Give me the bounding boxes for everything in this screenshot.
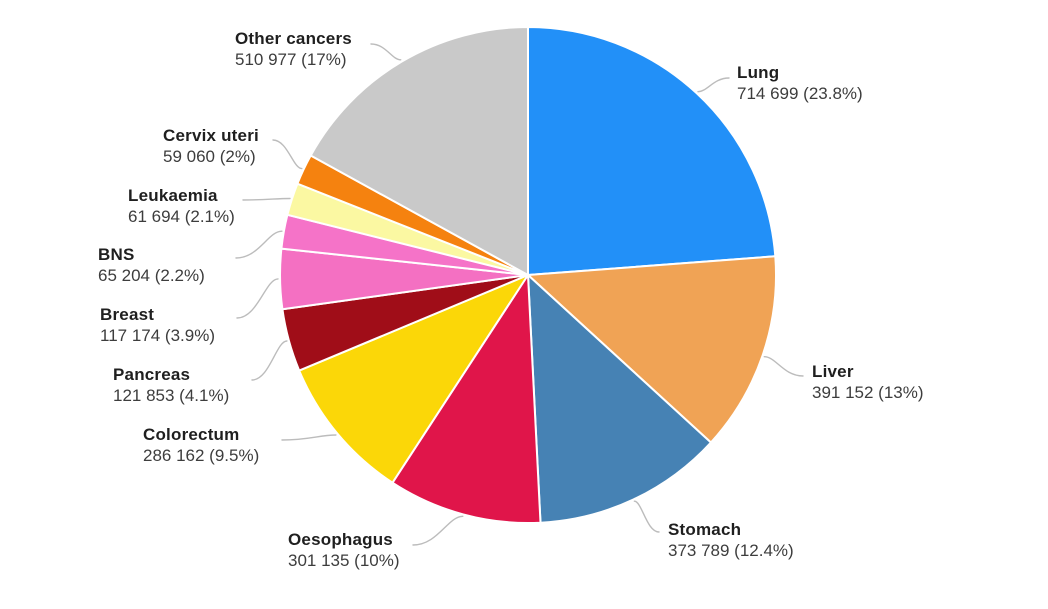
- leader-line-pancreas: [251, 340, 288, 381]
- slice-label-name: Oesophagus: [288, 530, 393, 549]
- slice-label-name: Breast: [100, 305, 155, 324]
- leader-line-oesophagus: [412, 515, 464, 546]
- slice-label-value: 117 174 (3.9%): [100, 326, 215, 345]
- slice-label-value: 59 060 (2%): [163, 147, 256, 166]
- slice-label-name: Cervix uteri: [163, 126, 259, 145]
- slice-label-name: Leukaemia: [128, 186, 218, 205]
- pie-slice-other-cancers: [309, 26, 529, 276]
- pie-slice-liver: [527, 255, 777, 444]
- slice-label-liver: Liver 391 152 (13%): [812, 361, 924, 403]
- slice-label-bns: BNS 65 204 (2.2%): [98, 244, 205, 286]
- leader-line-colorectum: [281, 434, 337, 441]
- slice-label-name: BNS: [98, 245, 135, 264]
- slice-label-value: 373 789 (12.4%): [668, 541, 794, 560]
- slice-label-name: Stomach: [668, 520, 742, 539]
- pie-slice-stomach: [527, 274, 712, 524]
- leader-line-stomach: [633, 500, 660, 533]
- slice-label-name: Pancreas: [113, 365, 191, 384]
- slice-label-value: 61 694 (2.1%): [128, 207, 235, 226]
- slice-label-value: 286 162 (9.5%): [143, 446, 260, 465]
- pie-slice-colorectum: [298, 274, 529, 484]
- slice-label-stomach: Stomach 373 789 (12.4%): [668, 519, 794, 561]
- leader-line-leukaemia: [242, 197, 291, 201]
- slice-label-name: Other cancers: [235, 29, 352, 48]
- leader-line-lung: [697, 77, 730, 93]
- slice-label-value: 391 152 (13%): [812, 383, 924, 402]
- pie-slice-oesophagus: [391, 274, 542, 525]
- slice-label-value: 65 204 (2.2%): [98, 266, 205, 285]
- leader-line-breast: [236, 278, 279, 319]
- slice-label-name: Lung: [737, 63, 780, 82]
- slice-label-breast: Breast 117 174 (3.9%): [100, 304, 215, 346]
- slice-label-lung: Lung 714 699 (23.8%): [737, 62, 863, 104]
- slice-label-other-cancers: Other cancers 510 977 (17%): [235, 28, 352, 70]
- slice-label-name: Colorectum: [143, 425, 240, 444]
- slice-label-colorectum: Colorectum 286 162 (9.5%): [143, 424, 259, 466]
- slice-label-pancreas: Pancreas 121 853 (4.1%): [113, 364, 229, 406]
- slice-label-value: 510 977 (17%): [235, 50, 347, 69]
- slice-label-leukaemia: Leukaemia 61 694 (2.1%): [128, 185, 235, 227]
- leader-line-cervix-uteri: [272, 139, 303, 170]
- slice-label-name: Liver: [812, 362, 854, 381]
- slice-label-oesophagus: Oesophagus 301 135 (10%): [288, 529, 400, 571]
- leader-line-bns: [235, 230, 283, 259]
- slice-label-cervix-uteri: Cervix uteri 59 060 (2%): [163, 125, 259, 167]
- leader-line-liver: [763, 356, 804, 377]
- slice-label-value: 301 135 (10%): [288, 551, 400, 570]
- leader-line-other-cancers: [370, 43, 402, 61]
- pie-slice-lung: [527, 26, 777, 276]
- slice-label-value: 121 853 (4.1%): [113, 386, 230, 405]
- slice-label-value: 714 699 (23.8%): [737, 84, 863, 103]
